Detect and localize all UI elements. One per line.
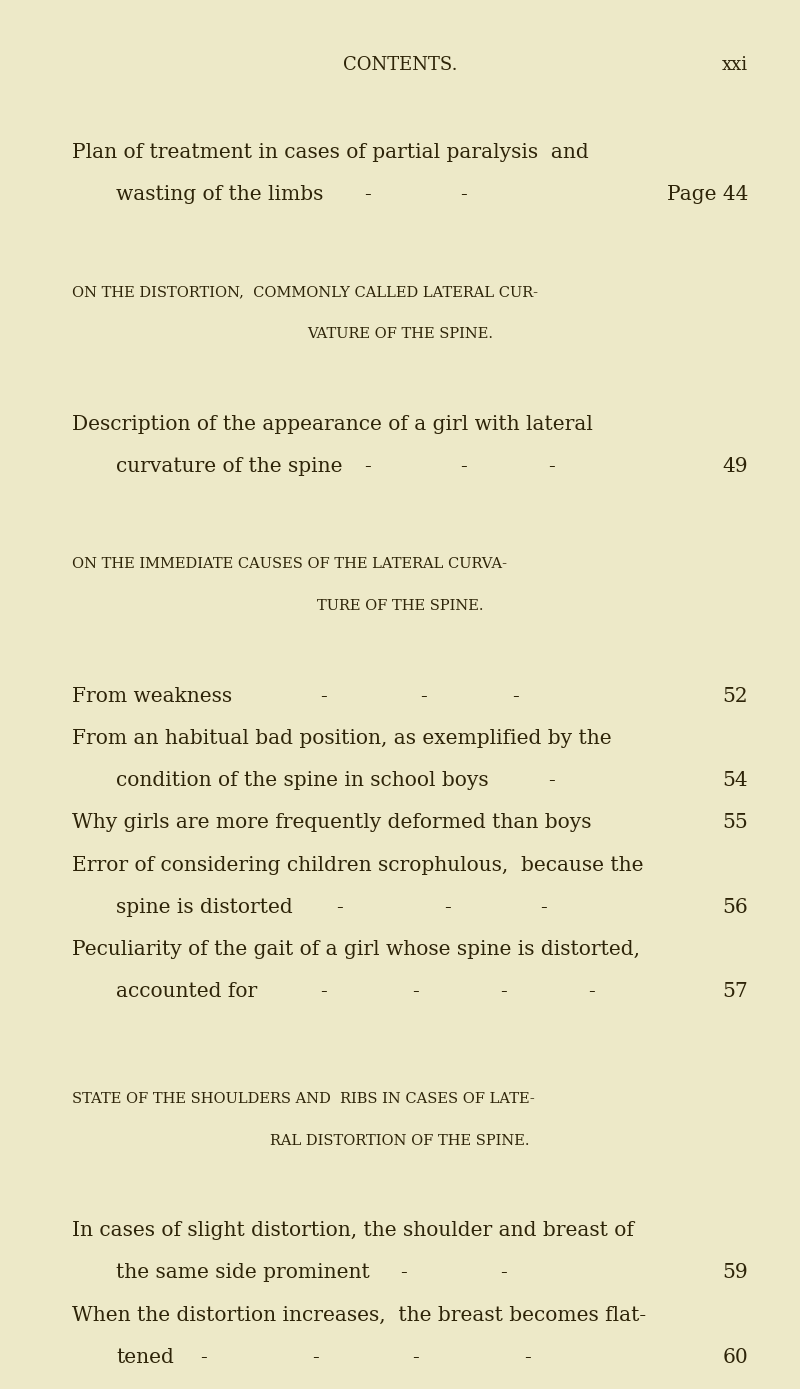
Text: -: - xyxy=(420,688,426,706)
Text: 55: 55 xyxy=(722,814,748,832)
Text: -: - xyxy=(444,897,450,917)
Text: In cases of slight distortion, the shoulder and breast of: In cases of slight distortion, the shoul… xyxy=(72,1221,634,1240)
Text: From weakness: From weakness xyxy=(72,688,232,706)
Text: wasting of the limbs: wasting of the limbs xyxy=(116,185,323,204)
Text: 52: 52 xyxy=(722,688,748,706)
Text: ON THE IMMEDIATE CAUSES OF THE LATERAL CURVA-: ON THE IMMEDIATE CAUSES OF THE LATERAL C… xyxy=(72,557,507,571)
Text: -: - xyxy=(312,1347,318,1367)
Text: tened: tened xyxy=(116,1347,174,1367)
Text: Why girls are more frequently deformed than boys: Why girls are more frequently deformed t… xyxy=(72,814,591,832)
Text: -: - xyxy=(336,897,342,917)
Text: -: - xyxy=(548,771,554,790)
Text: -: - xyxy=(524,1347,530,1367)
Text: Description of the appearance of a girl with lateral: Description of the appearance of a girl … xyxy=(72,415,593,433)
Text: -: - xyxy=(500,982,506,1001)
Text: 56: 56 xyxy=(722,897,748,917)
Text: -: - xyxy=(400,1264,406,1282)
Text: -: - xyxy=(540,897,546,917)
Text: -: - xyxy=(460,457,466,476)
Text: curvature of the spine: curvature of the spine xyxy=(116,457,342,476)
Text: -: - xyxy=(320,982,326,1001)
Text: Peculiarity of the gait of a girl whose spine is distorted,: Peculiarity of the gait of a girl whose … xyxy=(72,940,640,958)
Text: xxi: xxi xyxy=(722,56,748,74)
Text: -: - xyxy=(320,688,326,706)
Text: 57: 57 xyxy=(722,982,748,1001)
Text: 59: 59 xyxy=(722,1264,748,1282)
Text: -: - xyxy=(412,1347,418,1367)
Text: Page 44: Page 44 xyxy=(666,185,748,204)
Text: 60: 60 xyxy=(722,1347,748,1367)
Text: spine is distorted: spine is distorted xyxy=(116,897,293,917)
Text: TURE OF THE SPINE.: TURE OF THE SPINE. xyxy=(317,600,483,614)
Text: Error of considering children scrophulous,  because the: Error of considering children scrophulou… xyxy=(72,856,643,875)
Text: RAL DISTORTION OF THE SPINE.: RAL DISTORTION OF THE SPINE. xyxy=(270,1133,530,1147)
Text: the same side prominent: the same side prominent xyxy=(116,1264,370,1282)
Text: -: - xyxy=(364,185,370,204)
Text: accounted for: accounted for xyxy=(116,982,258,1001)
Text: Plan of treatment in cases of partial paralysis  and: Plan of treatment in cases of partial pa… xyxy=(72,143,589,163)
Text: ON THE DISTORTION,  COMMONLY CALLED LATERAL CUR-: ON THE DISTORTION, COMMONLY CALLED LATER… xyxy=(72,285,538,299)
Text: When the distortion increases,  the breast becomes flat-: When the distortion increases, the breas… xyxy=(72,1306,646,1325)
Text: 54: 54 xyxy=(722,771,748,790)
Text: -: - xyxy=(500,1264,506,1282)
Text: -: - xyxy=(548,457,554,476)
Text: -: - xyxy=(200,1347,206,1367)
Text: -: - xyxy=(364,457,370,476)
Text: -: - xyxy=(588,982,594,1001)
Text: -: - xyxy=(512,688,518,706)
Text: condition of the spine in school boys: condition of the spine in school boys xyxy=(116,771,489,790)
Text: CONTENTS.: CONTENTS. xyxy=(342,56,458,74)
Text: -: - xyxy=(460,185,466,204)
Text: -: - xyxy=(412,982,418,1001)
Text: VATURE OF THE SPINE.: VATURE OF THE SPINE. xyxy=(307,328,493,342)
Text: From an habitual bad position, as exemplified by the: From an habitual bad position, as exempl… xyxy=(72,729,612,749)
Text: STATE OF THE SHOULDERS AND  RIBS IN CASES OF LATE-: STATE OF THE SHOULDERS AND RIBS IN CASES… xyxy=(72,1092,534,1106)
Text: 49: 49 xyxy=(722,457,748,476)
